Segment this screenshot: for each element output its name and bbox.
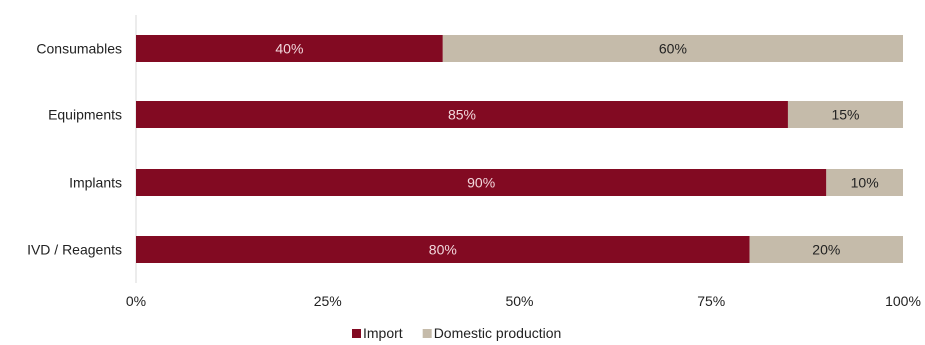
bar-import: [136, 236, 750, 263]
bar-import: [136, 35, 443, 62]
legend-swatch: [422, 329, 432, 338]
bar-import: [136, 169, 827, 196]
data-label: 40%: [275, 41, 303, 57]
data-label: 80%: [429, 242, 457, 258]
x-tick-label: 100%: [885, 293, 921, 309]
x-tick-label: 50%: [505, 293, 533, 309]
data-label: 85%: [448, 107, 476, 123]
data-label: 90%: [467, 175, 495, 191]
data-label: 15%: [831, 107, 859, 123]
legend-label: Domestic production: [434, 325, 562, 341]
category-label: IVD / Reagents: [27, 242, 122, 258]
data-label: 10%: [851, 175, 879, 191]
plot-area: Consumables 40% 60% Equipments 85% 15% Implant…: [27, 15, 921, 309]
bar-import: [136, 101, 788, 128]
legend-swatch: [352, 329, 361, 338]
x-tick-label: 75%: [697, 293, 725, 309]
data-label: 60%: [659, 41, 687, 57]
bar-domestic-production: [749, 236, 903, 263]
category-label: Equipments: [48, 107, 122, 123]
category-label: Implants: [69, 175, 122, 191]
x-tick-label: 0%: [126, 293, 146, 309]
legend-label: Import: [363, 325, 403, 341]
chart-legend: Import Domestic production: [352, 325, 561, 341]
data-label: 20%: [812, 242, 840, 258]
bar-domestic-production: [787, 101, 903, 128]
category-label: Consumables: [36, 41, 122, 57]
bar-domestic-production: [442, 35, 903, 62]
x-tick-label: 25%: [314, 293, 342, 309]
bar-domestic-production: [826, 169, 903, 196]
